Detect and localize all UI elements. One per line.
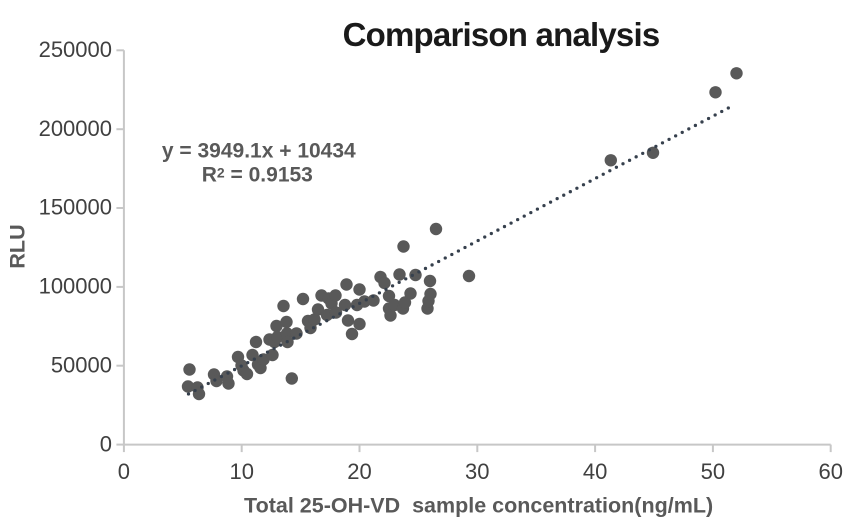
- svg-text:Comparison analysis: Comparison analysis: [343, 16, 660, 53]
- svg-text:10: 10: [229, 459, 253, 484]
- svg-text:R2 = 0.9153: R2 = 0.9153: [202, 164, 313, 187]
- svg-text:0: 0: [118, 459, 130, 484]
- svg-text:50000: 50000: [51, 352, 112, 377]
- svg-text:40: 40: [583, 459, 607, 484]
- svg-text:60: 60: [818, 459, 842, 484]
- svg-text:200000: 200000: [39, 116, 112, 141]
- svg-text:20: 20: [347, 459, 371, 484]
- svg-text:Total 25-OH-VD sample concent: Total 25-OH-VD sample concentration(ng/m…: [244, 494, 713, 518]
- svg-text:50: 50: [701, 459, 725, 484]
- svg-text:100000: 100000: [39, 274, 112, 299]
- svg-text:250000: 250000: [39, 37, 112, 62]
- svg-text:RLU: RLU: [6, 224, 30, 268]
- svg-text:y = 3949.1x + 10434: y = 3949.1x + 10434: [162, 140, 356, 163]
- svg-text:30: 30: [465, 459, 489, 484]
- svg-text:150000: 150000: [39, 195, 112, 220]
- svg-text:0: 0: [100, 431, 112, 456]
